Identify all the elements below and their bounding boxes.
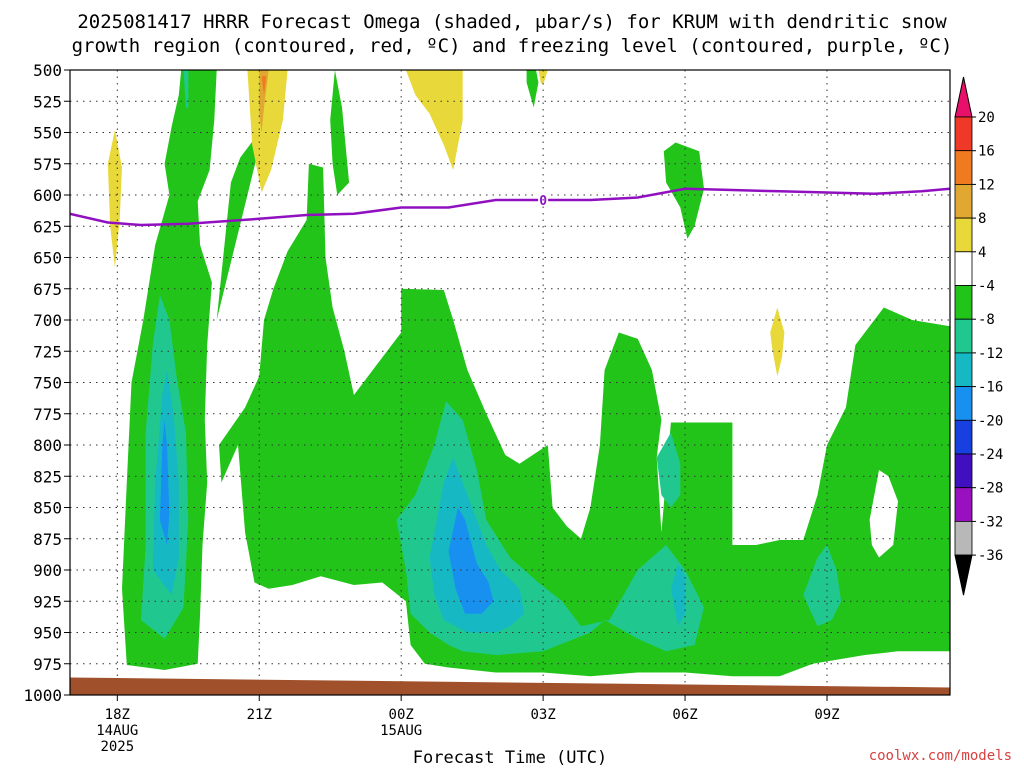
y-tick-label-825: 825 (33, 467, 62, 486)
freezing-level-contour: 0 (70, 187, 950, 227)
x-tick-label-18Z: 18Z (105, 707, 130, 723)
colorbar-box-4 (954, 251, 973, 286)
colorbar-box-6 (954, 318, 973, 354)
y-tick-label-550: 550 (33, 124, 62, 143)
x-tick-year-18Z: 2025 (100, 739, 134, 755)
y-tick-label-800: 800 (33, 436, 62, 455)
omega-region-14 (448, 507, 494, 614)
omega-region-11 (429, 457, 525, 633)
omega-region-21 (261, 76, 267, 95)
omega-region-2 (216, 70, 279, 320)
freezing-level-label: 0 (539, 194, 547, 209)
omega-region-4 (526, 70, 539, 108)
y-tick-label-925: 925 (33, 592, 62, 611)
terrain-fill (70, 677, 950, 695)
colorbar-label--12: -12 (978, 346, 1003, 362)
y-tick-label-775: 775 (33, 405, 62, 424)
grid (70, 70, 950, 695)
colorbar-box-7 (954, 352, 973, 387)
y-tick-label-875: 875 (33, 530, 62, 549)
freezing-label-bg (538, 192, 549, 206)
omega-region-13 (159, 420, 170, 545)
colorbar-label--4: -4 (978, 279, 995, 295)
y-tick-label-575: 575 (33, 155, 62, 174)
colorbar-bottom-arrow (954, 554, 973, 596)
y-tick-label-750: 750 (33, 374, 62, 393)
y-tick-label-950: 950 (33, 624, 62, 643)
chart-title-line2: growth region (contoured, red, ºC) and f… (72, 35, 953, 57)
y-tick-label-900: 900 (33, 561, 62, 580)
omega-shading (107, 70, 950, 677)
colorbar-label--8: -8 (978, 312, 995, 328)
omega-region-15 (107, 130, 122, 268)
omega-region-19 (770, 307, 785, 377)
colorbar-box-9 (954, 419, 973, 455)
y-tick-label-975: 975 (33, 655, 62, 674)
colorbar-label-4: 4 (978, 245, 986, 261)
y-tick-label-625: 625 (33, 217, 62, 236)
colorbar-label-12: 12 (978, 177, 995, 193)
colorbar-box-0 (954, 116, 973, 152)
omega-region-9 (803, 545, 842, 627)
colorbar-box-1 (954, 150, 973, 185)
x-tick-label-03Z: 03Z (530, 707, 555, 723)
omega-hole-0 (869, 470, 898, 558)
colorbar-label-20: 20 (978, 110, 995, 126)
y-tick-label-1000: 1000 (23, 686, 62, 705)
x-tick-label-06Z: 06Z (672, 707, 697, 723)
colorbar-label--36: -36 (978, 548, 1003, 564)
omega-region-16 (247, 70, 288, 193)
y-tick-label-850: 850 (33, 499, 62, 518)
colorbar-label--24: -24 (978, 447, 1003, 463)
credit-text: coolwx.com/models (869, 748, 1012, 764)
y-tick-label-700: 700 (33, 311, 62, 330)
y-tick-label-525: 525 (33, 92, 62, 111)
y-tick-label-500: 500 (33, 61, 62, 80)
colorbar-box-3 (954, 217, 973, 253)
x-tick-date-18Z: 14AUG (96, 723, 138, 739)
x-tick-label-00Z: 00Z (389, 707, 414, 723)
colorbar-label-8: 8 (978, 211, 986, 227)
x-tick-label-21Z: 21Z (247, 707, 272, 723)
x-axis-label: Forecast Time (UTC) (413, 748, 607, 768)
x-tick-label-09Z: 09Z (814, 707, 839, 723)
colorbar-box-8 (954, 386, 973, 421)
colorbar-top-arrow (954, 76, 973, 118)
colorbar-box-10 (954, 453, 973, 489)
colorbar-box-12 (954, 521, 973, 556)
y-tick-label-725: 725 (33, 342, 62, 361)
colorbar-box-5 (954, 285, 973, 320)
freezing-level-line (70, 187, 950, 227)
omega-region-12 (670, 563, 686, 627)
omega-region-5 (663, 142, 704, 239)
colorbar: 20 16 12 8 4 -4 -8 -12 -16 -20 -24 -28 -32 -36 (954, 76, 1003, 596)
omega-region-8 (656, 432, 681, 508)
omega-region-22 (183, 70, 189, 108)
colorbar-label-16: 16 (978, 144, 995, 160)
colorbar-box-2 (954, 183, 973, 219)
x-tick-date-00Z: 15AUG (380, 723, 422, 739)
omega-region-17 (405, 70, 463, 170)
terrain (70, 677, 950, 695)
omega-region-20 (259, 70, 269, 133)
colorbar-label--32: -32 (978, 514, 1003, 530)
omega-region-1 (219, 163, 950, 677)
y-tick-label-600: 600 (33, 186, 62, 205)
colorbar-box-11 (954, 487, 973, 522)
y-tick-label-675: 675 (33, 280, 62, 299)
plot-area: 0 (70, 70, 950, 695)
y-tick-label-650: 650 (33, 249, 62, 268)
y-axis: 500 525 550 575 600 625 650 675 700 725 750 775 800 8… (23, 61, 70, 705)
colorbar-label--28: -28 (978, 481, 1003, 497)
colorbar-label--20: -20 (978, 413, 1003, 429)
colorbar-label--16: -16 (978, 380, 1003, 396)
chart-title-line1: 2025081417 HRRR Forecast Omega (shaded, … (77, 11, 947, 33)
